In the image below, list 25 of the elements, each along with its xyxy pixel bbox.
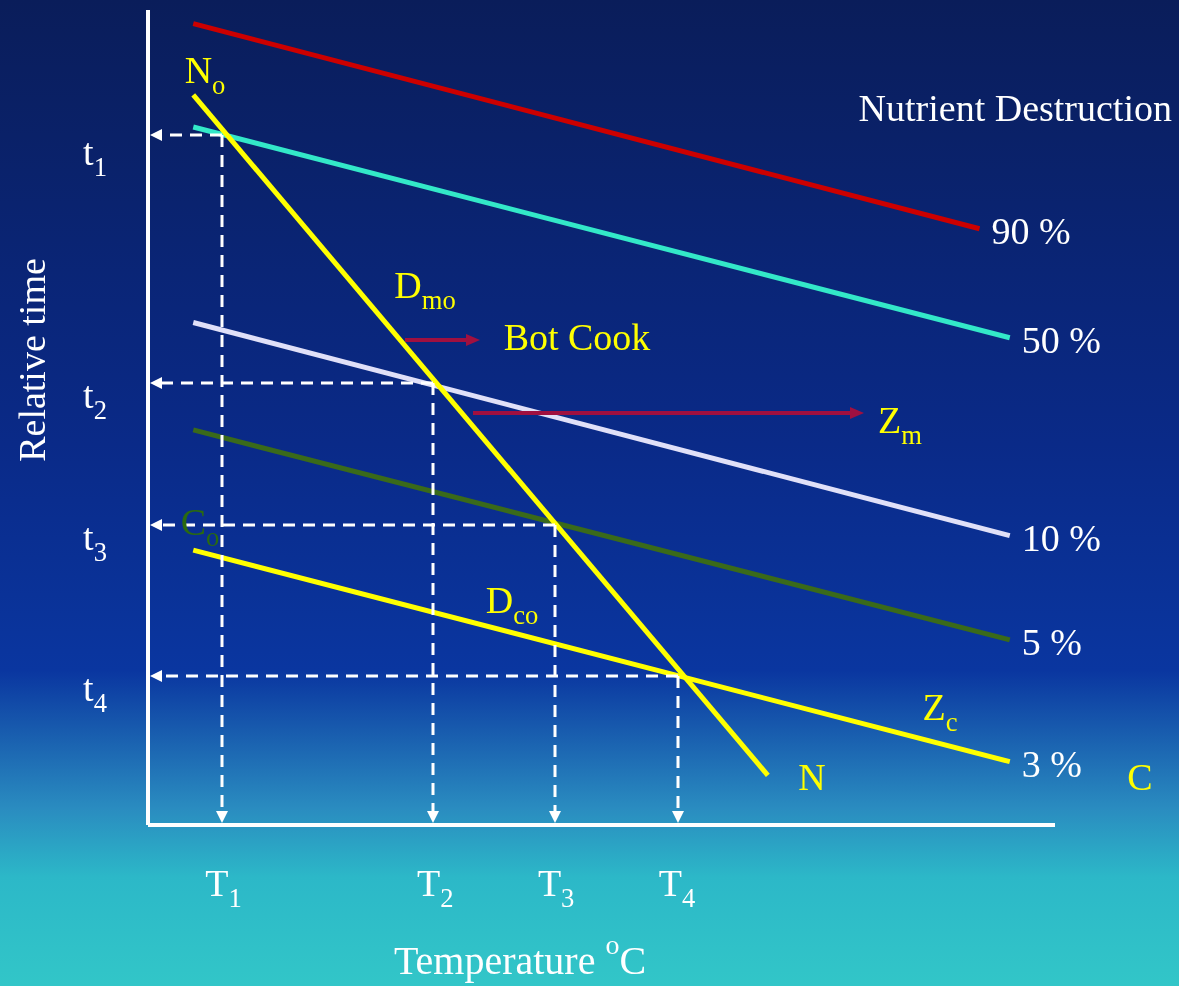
series-label: 5 % — [1021, 620, 1082, 663]
annotation: D$_{mo}$ — [394, 264, 456, 315]
legend-title: Nutrient Destruction — [858, 87, 1172, 129]
annotation: D$_{co}$ — [485, 579, 539, 630]
annotation: N — [798, 756, 826, 798]
x-tick-label: T$_{3}$ — [537, 862, 575, 913]
annotation: N$_{o}$ — [184, 49, 226, 100]
series-label: 50 % — [1021, 318, 1101, 361]
text: t$_{2}$ — [83, 374, 107, 425]
series-label: 10 % — [1021, 516, 1101, 559]
text: t$_{4}$ — [83, 667, 107, 718]
series-label: 3 % — [1021, 742, 1082, 785]
annotation: Z$_{c}$ — [922, 686, 958, 737]
series-label: 90 % — [991, 209, 1071, 252]
annotation: Z$_{m}$ — [878, 399, 923, 450]
annotation: Bot Cook — [503, 316, 651, 358]
y-axis-title: Relative time — [11, 258, 53, 462]
x-tick-label: T$_{1}$ — [205, 862, 242, 913]
text: C — [1127, 756, 1153, 798]
x-axis-title: Temperature $^{o}$C — [393, 929, 647, 983]
text: t$_{1}$ — [83, 131, 107, 182]
text: t$_{3}$ — [83, 516, 107, 567]
annotation: C$_{o}$ — [180, 501, 220, 552]
x-tick-label: T$_{2}$ — [416, 862, 454, 913]
x-tick-label: T$_{4}$ — [658, 862, 696, 913]
